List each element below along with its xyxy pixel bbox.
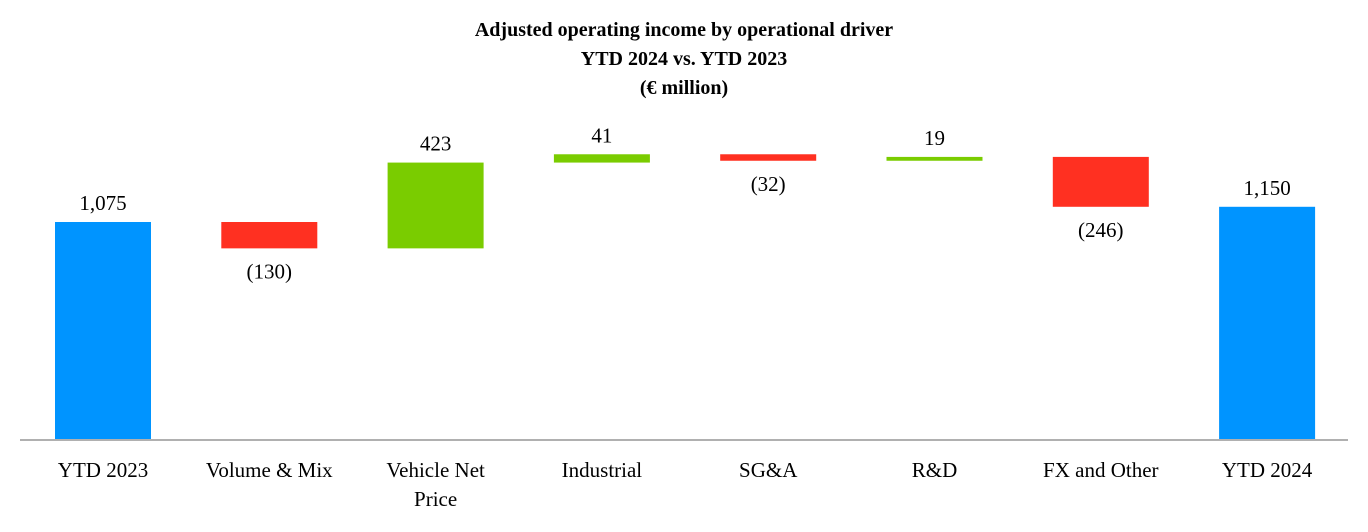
bar-industrial: [553, 154, 650, 163]
bar-ytd-2023: [55, 222, 151, 440]
chart-title-line-1: Adjusted operating income by operational…: [475, 19, 893, 41]
x-tick-label: Vehicle Net: [386, 458, 485, 482]
x-tick-label: Industrial: [562, 458, 643, 482]
bar-vehicle-net-price: [387, 162, 484, 249]
bar-fx-and-other: [1052, 156, 1149, 207]
x-tick-label: Price: [414, 487, 457, 511]
data-label: 19: [924, 126, 945, 150]
x-tick-label: FX and Other: [1043, 458, 1158, 482]
data-label: 1,075: [79, 191, 126, 215]
bar-r-d: [886, 156, 983, 161]
data-label: 41: [591, 123, 612, 147]
bar-sg-a: [720, 154, 817, 161]
x-tick-label: YTD 2023: [58, 458, 148, 482]
x-tick-label: R&D: [912, 458, 958, 482]
data-label: 423: [420, 132, 452, 156]
data-label: 1,150: [1243, 176, 1290, 200]
data-label: (246): [1078, 218, 1124, 242]
bar-ytd-2024: [1219, 206, 1316, 440]
chart-title-line-2: YTD 2024 vs. YTD 2023: [581, 48, 788, 70]
bar-volume-mix: [221, 222, 318, 249]
data-label: (130): [247, 259, 293, 283]
x-tick-label: SG&A: [739, 458, 798, 482]
x-tick-label: Volume & Mix: [206, 458, 333, 482]
data-label: (32): [751, 172, 786, 196]
x-tick-label: YTD 2024: [1222, 458, 1313, 482]
chart-title-line-3: (€ million): [640, 77, 728, 99]
